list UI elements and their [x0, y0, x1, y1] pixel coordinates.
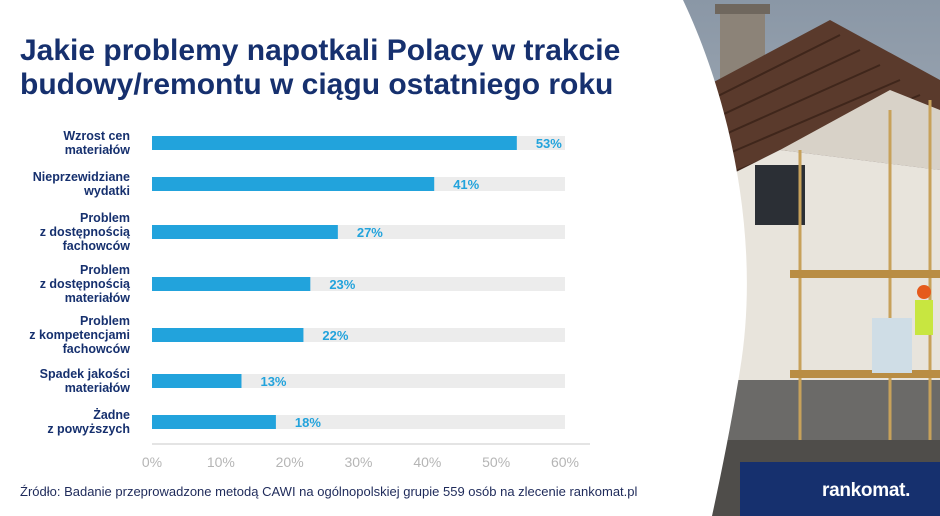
- rankomat-logo: rankomat.: [822, 480, 911, 501]
- construction-photo-illustration: [660, 0, 940, 516]
- tick-label: 40%: [413, 454, 441, 470]
- category-label: wydatki: [83, 184, 130, 198]
- category-label: z dostępnością: [40, 277, 131, 291]
- category-label: Problem: [80, 263, 130, 277]
- x-axis-ticks: 0% 10% 20% 30% 40% 50% 60%: [142, 454, 579, 470]
- bar: [152, 177, 435, 191]
- tick-label: 30%: [344, 454, 372, 470]
- category-label: Spadek jakości: [40, 367, 130, 381]
- category-label: Nieprzewidziane: [33, 170, 130, 184]
- category-label: Żadne: [93, 407, 130, 422]
- value-label: 41%: [453, 177, 479, 192]
- category-label: Wzrost cen: [63, 129, 130, 143]
- category-label: materiałów: [65, 143, 131, 157]
- category-label: z dostępnością: [40, 225, 131, 239]
- tick-label: 20%: [276, 454, 304, 470]
- value-label: 18%: [295, 415, 321, 430]
- value-label: 53%: [536, 136, 562, 151]
- category-label: Problem: [80, 211, 130, 225]
- bars-group: 53%Wzrost cenmateriałów41%Nieprzewidzian…: [29, 129, 565, 436]
- source-note: Źródło: Badanie przeprowadzone metodą CA…: [20, 484, 638, 499]
- category-label: materiałów: [65, 291, 131, 305]
- tick-label: 10%: [207, 454, 235, 470]
- category-label: fachowców: [63, 239, 131, 253]
- category-label: Problem: [80, 314, 130, 328]
- brand-band: [740, 462, 940, 516]
- tick-label: 0%: [142, 454, 162, 470]
- bar-chart: 53%Wzrost cenmateriałów41%Nieprzewidzian…: [29, 129, 590, 470]
- value-label: 27%: [357, 225, 383, 240]
- value-label: 13%: [260, 374, 286, 389]
- bar: [152, 374, 242, 388]
- bar: [152, 415, 276, 429]
- category-label: z kompetencjami: [29, 328, 130, 342]
- tick-label: 50%: [482, 454, 510, 470]
- bar: [152, 136, 517, 150]
- category-label: materiałów: [65, 381, 131, 395]
- bar: [152, 328, 304, 342]
- value-label: 22%: [322, 328, 348, 343]
- construction-photo: [660, 0, 940, 516]
- value-label: 23%: [329, 277, 355, 292]
- bar: [152, 225, 338, 239]
- category-label: z powyższych: [47, 422, 130, 436]
- tick-label: 60%: [551, 454, 579, 470]
- chart-title: Jakie problemy napotkali Polacy w trakci…: [20, 34, 621, 101]
- bar: [152, 277, 311, 291]
- bar-track: [152, 374, 565, 388]
- category-label: fachowców: [63, 342, 131, 356]
